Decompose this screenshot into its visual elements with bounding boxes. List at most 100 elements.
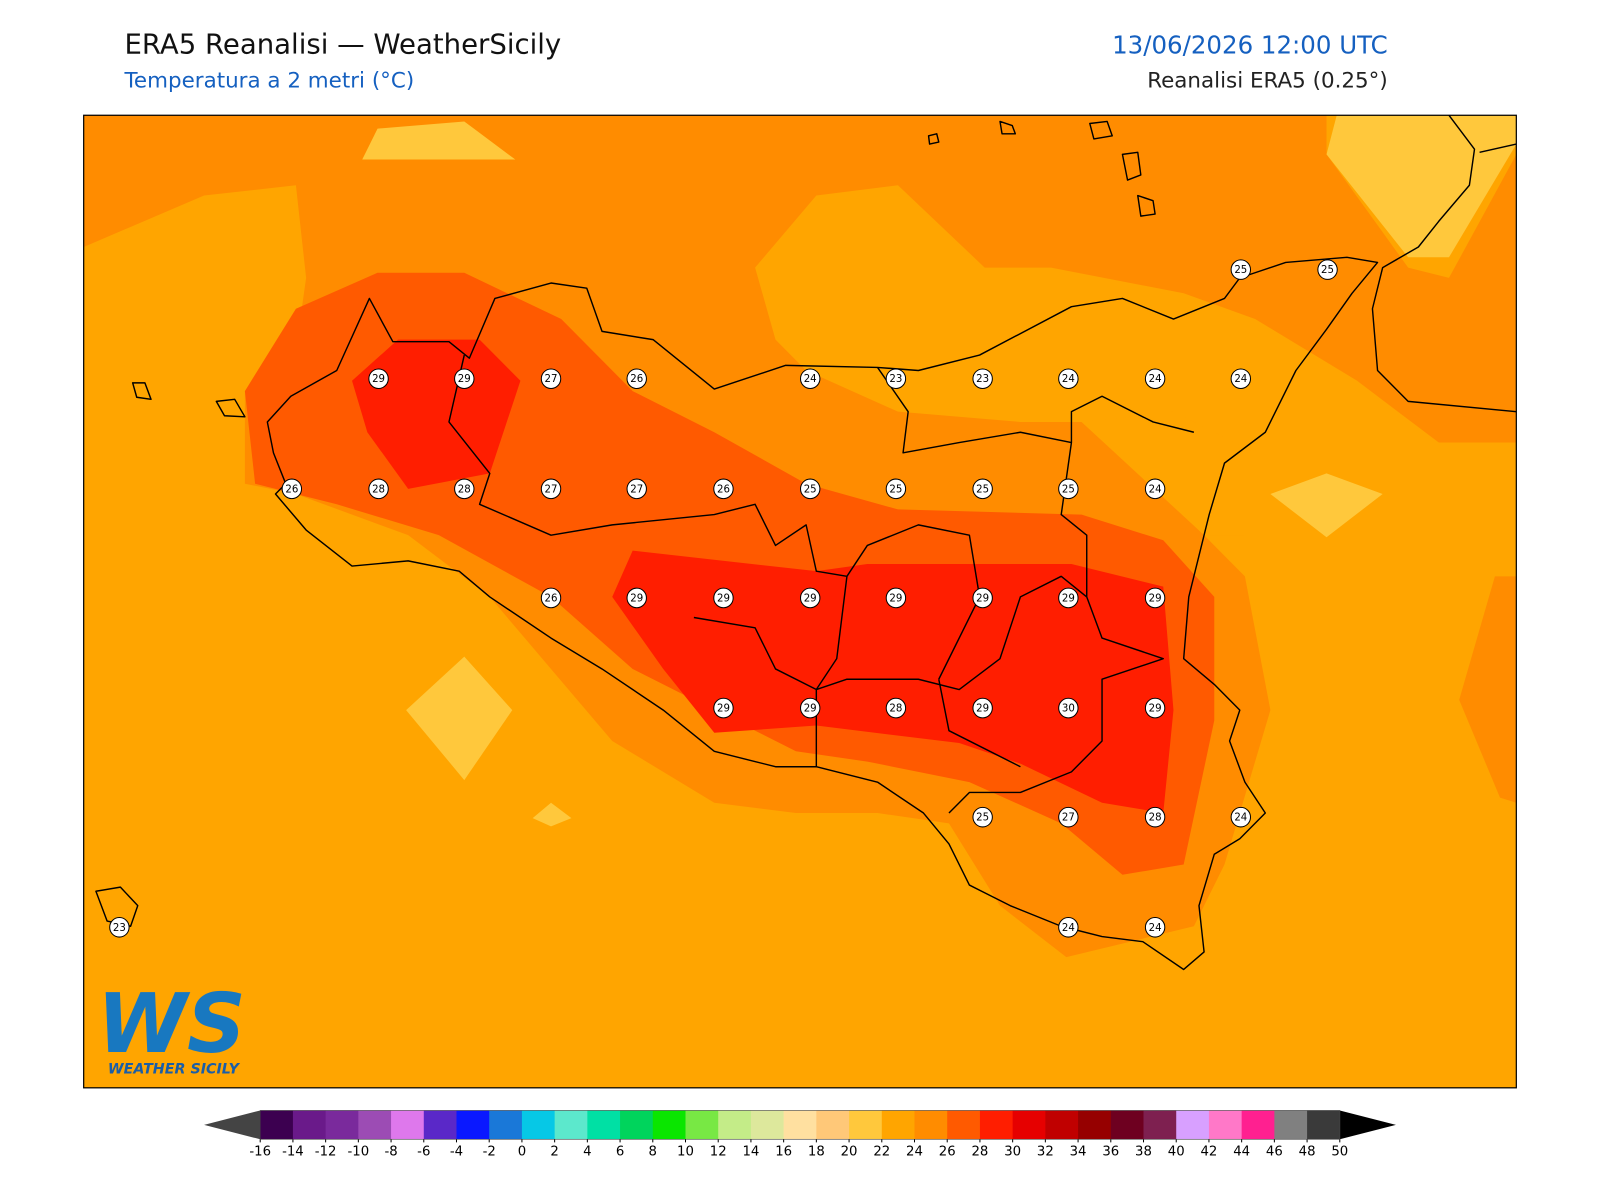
station-marker: [626, 587, 647, 609]
colorbar-box: [881, 1110, 915, 1140]
station-value: 23: [113, 922, 126, 934]
station-marker: [626, 368, 647, 390]
station-marker: [972, 478, 993, 500]
station-marker: [972, 806, 993, 828]
colorbar-tick-label: 46: [1266, 1145, 1283, 1160]
station-marker: [454, 478, 475, 500]
station-marker: [972, 587, 993, 609]
colorbar-box: [1143, 1110, 1177, 1140]
station-value: 24: [1062, 922, 1075, 934]
station-marker: [1058, 916, 1079, 938]
colorbar-tick-label: 38: [1135, 1145, 1152, 1160]
station-marker: [885, 368, 907, 390]
station-marker: [368, 478, 389, 500]
colorbar-tick-label: -10: [348, 1145, 370, 1160]
field-20-22: [1326, 115, 1517, 258]
station-marker: [713, 478, 734, 500]
station-marker: [1144, 368, 1166, 390]
colorbar-box: [292, 1110, 327, 1140]
field-20-22: [406, 656, 513, 781]
station-value: 25: [976, 812, 989, 824]
colorbar-box: [1110, 1110, 1144, 1140]
station-value: 24: [1149, 373, 1162, 385]
station-value: 27: [630, 483, 643, 495]
station-value: 28: [889, 703, 902, 715]
colorbar-box: [1274, 1110, 1308, 1140]
station-value: 24: [1234, 373, 1247, 385]
station-value: 25: [889, 483, 902, 495]
colorbar-box: [718, 1110, 752, 1140]
colorbar-box: [947, 1110, 981, 1140]
colorbar-box: [325, 1110, 359, 1140]
logo-name: WEATHER SICILY: [108, 1061, 241, 1077]
station-marker: [1144, 916, 1166, 938]
station-value: 28: [458, 483, 471, 495]
colorbar-box: [554, 1110, 588, 1140]
station-value: 25: [976, 483, 989, 495]
map: [83, 115, 1517, 1088]
colorbar-tick-label: -12: [315, 1145, 337, 1160]
station-value: 29: [804, 703, 817, 715]
station-marker: [1144, 478, 1166, 500]
station-value: 29: [458, 373, 471, 385]
station-marker: [1058, 806, 1079, 828]
station-marker: [800, 478, 821, 500]
station-marker: [885, 478, 907, 500]
station-value: 30: [1062, 703, 1075, 715]
colorbar-tick-label: 36: [1102, 1145, 1119, 1160]
station-marker: [454, 368, 475, 390]
colorbar-box: [1241, 1110, 1275, 1140]
colorbar-box: [849, 1110, 883, 1140]
colorbar-tick-label: 12: [710, 1145, 727, 1160]
colorbar: -16 -14 -12 -10 -8 -6 -4 -2 0 2 4 6 8 10 12 14 16 18 20 22 2…: [204, 1110, 1396, 1160]
station-value: 29: [1062, 592, 1075, 604]
station-value: 27: [545, 373, 558, 385]
province-border: [448, 354, 1195, 814]
station-value: 23: [889, 373, 902, 385]
station-marker: [713, 697, 734, 719]
station-value: 29: [976, 592, 989, 604]
colorbar-tick-label: -2: [483, 1145, 496, 1160]
station-value: 27: [545, 483, 558, 495]
colorbar-tick-label: 8: [649, 1145, 657, 1160]
colorbar-box: [1208, 1110, 1243, 1140]
colorbar-tick-label: 22: [873, 1145, 890, 1160]
station-value: 29: [889, 592, 902, 604]
station-value: 26: [545, 592, 558, 604]
station-value: 29: [372, 373, 385, 385]
colorbar-tick-label: -6: [417, 1145, 430, 1160]
subtitle: Temperatura a 2 metri (°C): [123, 68, 414, 93]
station-marker: [885, 697, 907, 719]
colorbar-tick-label: 32: [1037, 1145, 1054, 1160]
colorbar-box: [652, 1110, 686, 1140]
colorbar-box: [521, 1110, 556, 1140]
station-marker: [1144, 587, 1166, 609]
colorbar-box: [1176, 1110, 1210, 1140]
station-value: 25: [1321, 264, 1334, 276]
station-marker: [1058, 478, 1079, 500]
station-value: 23: [976, 373, 989, 385]
field-28-30: [612, 550, 1174, 814]
field-28-30: [352, 339, 521, 489]
colorbar-tick-label: 50: [1331, 1145, 1348, 1160]
colorbar-tick-label: 0: [518, 1145, 526, 1160]
station-value: 29: [1149, 703, 1162, 715]
colorbar-tick-label: -16: [249, 1145, 271, 1160]
station-value: 29: [717, 703, 730, 715]
colorbar-box: [489, 1110, 523, 1140]
station-marker: [1230, 368, 1252, 390]
station-value: 24: [1062, 373, 1075, 385]
colorbar-box: [358, 1110, 392, 1140]
map-frame: [83, 114, 1517, 1089]
field-20-22: [1270, 473, 1383, 538]
colorbar-tick-label: 4: [583, 1145, 591, 1160]
station-marker: [1058, 368, 1079, 390]
colorbar-box: [1307, 1110, 1341, 1140]
colorbar-box: [620, 1110, 654, 1140]
colorbar-tick-label: -4: [450, 1145, 463, 1160]
station-marker: [109, 916, 130, 938]
station-marker: [1317, 259, 1338, 280]
station-value: 24: [1234, 812, 1247, 824]
colorbar-box: [456, 1110, 490, 1140]
